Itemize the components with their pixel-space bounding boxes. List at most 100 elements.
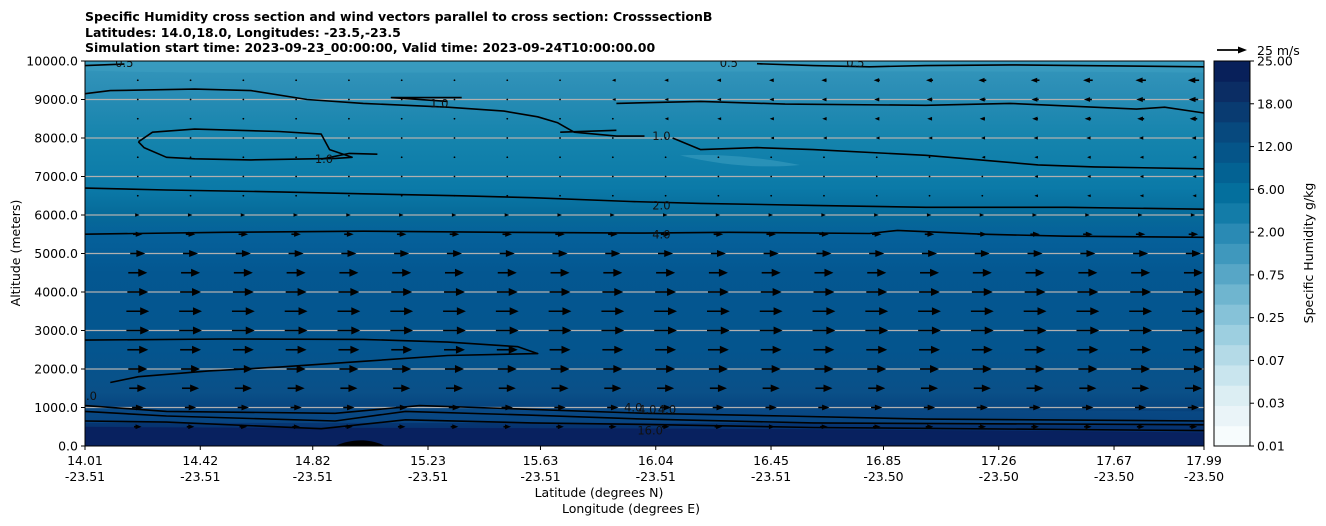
wind-arrow: [611, 175, 614, 178]
wind-arrow-head: [507, 365, 517, 373]
wind-arrow-head: [878, 345, 888, 354]
colorbar-tick-label: 0.07: [1257, 353, 1285, 368]
wind-arrow: [133, 424, 142, 430]
wind-arrow-head: [769, 231, 776, 237]
wind-arrow-head: [773, 307, 783, 316]
wind-arrow: [770, 136, 775, 140]
x-tick-label-lon: -23.51: [293, 469, 333, 484]
y-tick-label: 10000.0: [26, 54, 78, 69]
wind-arrow: [769, 97, 774, 102]
wind-arrow: [444, 345, 465, 354]
wind-arrow: [396, 231, 407, 237]
wind-arrow-head: [610, 213, 615, 217]
wind-arrow-head: [879, 307, 889, 316]
wind-arrow-head: [1191, 231, 1199, 237]
wind-arrow: [928, 136, 933, 140]
wind-arrow-head: [295, 384, 305, 393]
wind-arrow: [976, 404, 989, 411]
wind-arrow: [920, 384, 939, 393]
wind-arrow-head: [346, 213, 351, 217]
wind-arrow-head: [245, 326, 255, 335]
wind-arrow: [290, 404, 302, 411]
wind-arrow: [816, 250, 832, 257]
x-tick-label-lat: 16.04: [638, 453, 674, 468]
y-tick-label: 0.0: [58, 439, 78, 454]
wind-arrow-head: [877, 365, 887, 373]
wind-arrow: [292, 424, 300, 430]
wind-arrow-head: [241, 231, 249, 237]
wind-arrow: [284, 326, 308, 335]
wind-arrow-head: [561, 345, 571, 354]
wind-arrow-head: [1194, 345, 1204, 354]
y-tick-label: 3000.0: [34, 323, 78, 338]
wind-arrow-head: [1136, 96, 1143, 103]
wind-arrow-head: [507, 268, 517, 277]
wind-arrow: [496, 345, 518, 354]
title-line-3: Simulation start time: 2023-09-23_00:00:…: [85, 40, 656, 55]
wind-arrow: [557, 213, 562, 217]
wind-arrow: [823, 156, 825, 159]
wind-arrow: [820, 424, 828, 430]
contour-label: 8.0: [79, 389, 97, 403]
wind-arrow: [875, 194, 878, 197]
wind-arrow-head: [1192, 384, 1202, 393]
contour-line: [321, 152, 378, 160]
wind-arrow-head: [1089, 288, 1099, 296]
wind-arrow: [924, 231, 935, 237]
colorbar-swatch: [1214, 81, 1250, 103]
wind-arrow-head: [140, 326, 150, 335]
wind-arrow: [981, 175, 984, 178]
wind-arrow: [611, 156, 614, 159]
wind-arrow-head: [1191, 424, 1198, 430]
wind-arrow-head: [1143, 326, 1153, 335]
wind-arrow-head: [1033, 250, 1043, 257]
wind-arrow: [1192, 194, 1197, 198]
wind-arrow-head: [454, 384, 464, 393]
wind-arrow-head: [716, 404, 725, 411]
wind-arrow-head: [875, 136, 880, 140]
wind-arrow: [664, 117, 669, 121]
wind-arrow: [1192, 175, 1197, 178]
wind-arrow-head: [452, 404, 461, 411]
wind-arrow: [499, 250, 515, 257]
wind-arrow: [453, 79, 456, 82]
wind-arrow: [1084, 116, 1092, 121]
wind-arrow: [821, 213, 826, 217]
wind-arrow-head: [1192, 175, 1197, 178]
contour-label: 16.0: [637, 424, 663, 438]
wind-arrow-head: [1088, 268, 1098, 277]
wind-arrow: [340, 384, 358, 393]
wind-arrow-head: [403, 288, 413, 296]
wind-arrow-head: [769, 97, 774, 102]
contour-line: [560, 129, 617, 133]
wind-arrow-head: [1088, 365, 1098, 373]
wind-arrow: [610, 213, 615, 217]
wind-arrow: [397, 424, 406, 430]
wind-arrow-head: [135, 424, 142, 430]
wind-arrow: [1192, 155, 1197, 159]
wind-arrow: [871, 231, 882, 237]
wind-arrow: [399, 213, 404, 217]
wind-arrow: [548, 326, 572, 335]
wind-arrow: [179, 326, 202, 335]
wind-arrow-head: [715, 213, 721, 217]
wind-arrow: [550, 365, 570, 373]
wind-arrow: [920, 365, 940, 373]
wind-arrow: [869, 250, 885, 257]
wind-arrow-head: [188, 231, 196, 237]
wind-arrow-head: [350, 345, 360, 354]
wind-arrow-head: [1190, 213, 1196, 217]
wind-arrow: [972, 268, 992, 277]
wind-arrow: [1026, 384, 1044, 393]
wind-arrow: [660, 231, 671, 237]
wind-arrow: [1078, 365, 1098, 373]
wind-arrow-head: [191, 365, 201, 373]
wind-arrow-head: [241, 250, 251, 257]
wind-arrow-head: [1141, 268, 1151, 277]
wind-arrow: [549, 288, 571, 296]
contour-line: [137, 128, 353, 161]
wind-arrow: [506, 117, 509, 120]
wind-arrow-head: [400, 250, 410, 257]
wind-arrow-head: [717, 384, 727, 393]
wind-arrow: [444, 268, 464, 277]
